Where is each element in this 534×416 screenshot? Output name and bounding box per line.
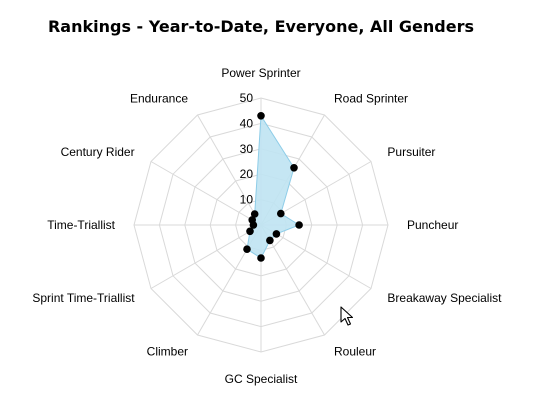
radial-tick-label: 20 bbox=[240, 167, 254, 181]
chart-title: Rankings - Year-to-Date, Everyone, All G… bbox=[47, 17, 474, 36]
axis-label: GC Specialist bbox=[225, 372, 298, 386]
axis-label: Sprint Time-Triallist bbox=[32, 291, 135, 305]
spoke-10 bbox=[150, 161, 262, 226]
axis-label: Century Rider bbox=[61, 145, 135, 159]
spoke-8 bbox=[150, 224, 262, 289]
axis-label: Time-Triallist bbox=[47, 218, 115, 232]
axis-label: Pursuiter bbox=[387, 145, 435, 159]
series-area-0 bbox=[246, 114, 301, 259]
axis-label: Endurance bbox=[130, 92, 188, 106]
data-point-3 bbox=[295, 221, 303, 229]
axis-label: Breakaway Specialist bbox=[387, 291, 502, 305]
data-point-6 bbox=[257, 254, 265, 262]
spoke-11 bbox=[197, 114, 262, 226]
axis-label: Puncheur bbox=[407, 218, 458, 232]
axis-label: Climber bbox=[147, 344, 188, 358]
axis-label: Rouleur bbox=[334, 344, 376, 358]
data-point-11 bbox=[250, 210, 259, 218]
axis-label: Road Sprinter bbox=[334, 92, 408, 106]
radial-tick-label: 40 bbox=[240, 116, 254, 130]
data-point-0 bbox=[257, 112, 265, 120]
radial-tick-label: 50 bbox=[240, 91, 254, 105]
data-point-1 bbox=[290, 164, 298, 172]
data-point-5 bbox=[266, 236, 274, 245]
data-point-4 bbox=[272, 230, 281, 238]
data-point-7 bbox=[243, 245, 251, 253]
axis-label: Power Sprinter bbox=[221, 66, 300, 80]
radial-tick-label: 10 bbox=[240, 193, 254, 207]
data-point-8 bbox=[246, 227, 254, 236]
radial-tick-label: 30 bbox=[240, 142, 254, 156]
data-point-10 bbox=[248, 216, 256, 224]
data-point-2 bbox=[277, 209, 285, 218]
mouse-pointer-icon bbox=[340, 306, 354, 326]
